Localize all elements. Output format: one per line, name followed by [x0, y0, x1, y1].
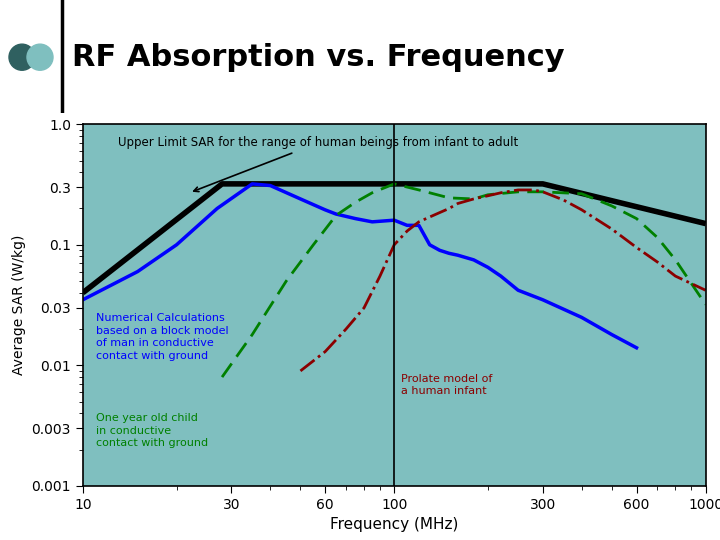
- Text: Prolate model of
a human infant: Prolate model of a human infant: [401, 374, 492, 396]
- Y-axis label: Average SAR (W/kg): Average SAR (W/kg): [12, 235, 26, 375]
- X-axis label: Frequency (MHz): Frequency (MHz): [330, 517, 459, 532]
- Text: One year old child
in conductive
contact with ground: One year old child in conductive contact…: [96, 414, 208, 448]
- Circle shape: [9, 44, 35, 70]
- Circle shape: [27, 44, 53, 70]
- Text: RF Absorption vs. Frequency: RF Absorption vs. Frequency: [72, 43, 564, 72]
- Text: Numerical Calculations
based on a block model
of man in conductive
contact with : Numerical Calculations based on a block …: [96, 313, 228, 361]
- Text: Upper Limit SAR for the range of human beings from infant to adult: Upper Limit SAR for the range of human b…: [118, 137, 518, 192]
